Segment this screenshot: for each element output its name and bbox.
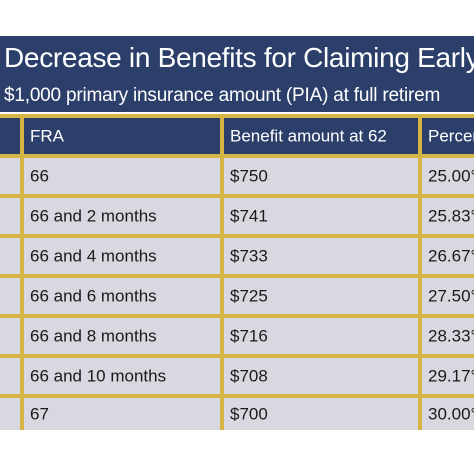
benefit-cell: $750: [224, 158, 418, 194]
percent-cell: 26.67°: [422, 238, 474, 274]
fra-cell: 66 and 6 months: [24, 278, 220, 314]
table-row: 66 $750 25.00°: [0, 158, 474, 194]
fra-cell: 66 and 10 months: [24, 358, 220, 394]
fra-cell: 66 and 8 months: [24, 318, 220, 354]
fra-cell: 66 and 4 months: [24, 238, 220, 274]
benefit-value: $741: [230, 206, 268, 226]
benefit-value: $725: [230, 286, 268, 306]
bottom-margin: [0, 430, 474, 474]
benefit-value: $733: [230, 246, 268, 266]
benefit-value: $700: [230, 404, 268, 424]
benefit-value: $716: [230, 326, 268, 346]
page-subtitle: $1,000 primary insurance amount (PIA) at…: [4, 85, 441, 106]
fra-cell: 67: [24, 398, 220, 430]
header-cell-benefit: Benefit amount at 62: [224, 118, 418, 154]
fra-value: 66 and 8 months: [30, 326, 157, 346]
row-blank-cell: [0, 398, 20, 430]
header-percent-label: Percen: [428, 126, 474, 146]
title-bar: Decrease in Benefits for Claiming Early: [0, 36, 474, 80]
benefit-cell: $708: [224, 358, 418, 394]
header-cell-blank: [0, 118, 20, 154]
row-blank-cell: [0, 198, 20, 234]
percent-cell: 27.50°: [422, 278, 474, 314]
row-blank-cell: [0, 318, 20, 354]
row-blank-cell: [0, 238, 20, 274]
percent-value: 29.17°: [428, 366, 474, 386]
benefit-value: $708: [230, 366, 268, 386]
percent-cell: 25.00°: [422, 158, 474, 194]
header-cell-percent: Percen: [422, 118, 474, 154]
benefit-cell: $741: [224, 198, 418, 234]
percent-cell: 28.33°: [422, 318, 474, 354]
fra-value: 66 and 6 months: [30, 286, 157, 306]
table-row: 66 and 2 months $741 25.83°: [0, 198, 474, 234]
table-row: 66 and 8 months $716 28.33°: [0, 318, 474, 354]
table-row: 66 and 6 months $725 27.50°: [0, 278, 474, 314]
fra-value: 66 and 4 months: [30, 246, 157, 266]
percent-value: 27.50°: [428, 286, 474, 306]
header-benefit-label: Benefit amount at 62: [230, 126, 387, 146]
fra-value: 66 and 10 months: [30, 366, 167, 386]
benefits-table: FRA Benefit amount at 62 Percen 66 $750 …: [0, 114, 474, 430]
percent-value: 25.00°: [428, 166, 474, 186]
table-row: 66 and 10 months $708 29.17°: [0, 358, 474, 394]
fra-value: 66: [30, 166, 49, 186]
percent-cell: 29.17°: [422, 358, 474, 394]
benefit-cell: $725: [224, 278, 418, 314]
benefit-cell: $716: [224, 318, 418, 354]
fra-cell: 66: [24, 158, 220, 194]
percent-value: 26.67°: [428, 246, 474, 266]
benefit-cell: $700: [224, 398, 418, 430]
fra-cell: 66 and 2 months: [24, 198, 220, 234]
table-row: 66 and 4 months $733 26.67°: [0, 238, 474, 274]
fra-value: 67: [30, 404, 49, 424]
table-header-row: FRA Benefit amount at 62 Percen: [0, 118, 474, 154]
header-fra-label: FRA: [30, 126, 64, 146]
benefit-cell: $733: [224, 238, 418, 274]
subtitle-bar: $1,000 primary insurance amount (PIA) at…: [0, 80, 474, 112]
percent-cell: 30.00°: [422, 398, 474, 430]
page-title: Decrease in Benefits for Claiming Early: [4, 42, 474, 73]
row-blank-cell: [0, 158, 20, 194]
fra-value: 66 and 2 months: [30, 206, 157, 226]
header-cell-fra: FRA: [24, 118, 220, 154]
percent-value: 25.83°: [428, 206, 474, 226]
percent-value: 28.33°: [428, 326, 474, 346]
percent-value: 30.00°: [428, 404, 474, 424]
table-row: 67 $700 30.00°: [0, 398, 474, 430]
benefit-value: $750: [230, 166, 268, 186]
percent-cell: 25.83°: [422, 198, 474, 234]
row-blank-cell: [0, 358, 20, 394]
row-blank-cell: [0, 278, 20, 314]
